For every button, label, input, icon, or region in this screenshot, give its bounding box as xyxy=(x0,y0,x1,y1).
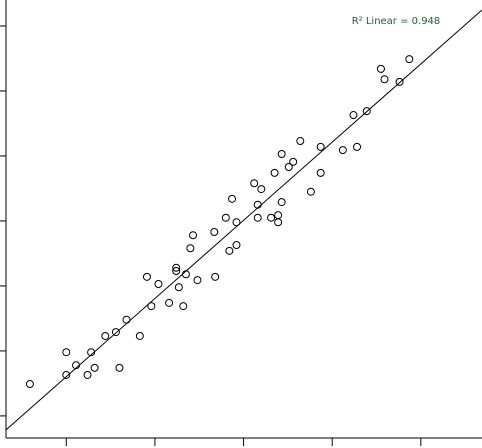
point xyxy=(186,244,195,253)
point xyxy=(211,272,220,281)
point xyxy=(232,218,241,227)
point xyxy=(253,200,262,209)
point xyxy=(267,213,276,222)
point xyxy=(181,270,190,279)
point xyxy=(165,298,174,307)
annotation: R² Linear = 0.948 xyxy=(352,16,441,27)
point xyxy=(270,168,279,177)
point xyxy=(349,111,358,120)
point xyxy=(362,107,371,116)
point xyxy=(221,213,230,222)
point xyxy=(172,266,181,275)
point xyxy=(250,179,259,188)
point xyxy=(395,77,404,86)
point xyxy=(274,218,283,227)
point xyxy=(72,361,81,370)
point xyxy=(405,55,414,64)
point xyxy=(277,198,286,207)
point xyxy=(316,168,325,177)
point xyxy=(284,163,293,172)
point xyxy=(316,142,325,151)
point xyxy=(87,348,96,357)
point xyxy=(225,246,234,255)
point xyxy=(101,331,110,340)
point xyxy=(25,380,34,389)
point xyxy=(147,302,156,311)
point xyxy=(338,146,347,155)
point xyxy=(253,213,262,222)
point xyxy=(135,331,144,340)
point xyxy=(193,276,202,285)
point xyxy=(353,142,362,151)
point xyxy=(296,137,305,146)
point xyxy=(115,363,124,372)
point xyxy=(179,302,188,311)
point xyxy=(277,150,286,159)
point xyxy=(189,231,198,240)
point xyxy=(122,315,131,324)
point xyxy=(142,272,151,281)
point xyxy=(257,185,266,194)
point xyxy=(376,64,385,73)
point xyxy=(90,363,99,372)
point xyxy=(380,75,389,84)
point xyxy=(289,157,298,166)
point xyxy=(232,240,241,249)
point xyxy=(83,370,92,379)
point xyxy=(210,227,219,236)
point xyxy=(111,328,120,337)
point xyxy=(172,263,181,272)
point xyxy=(228,194,237,203)
point xyxy=(174,283,183,292)
point xyxy=(154,279,163,288)
point xyxy=(62,348,71,357)
point xyxy=(62,370,71,379)
point xyxy=(306,187,315,196)
